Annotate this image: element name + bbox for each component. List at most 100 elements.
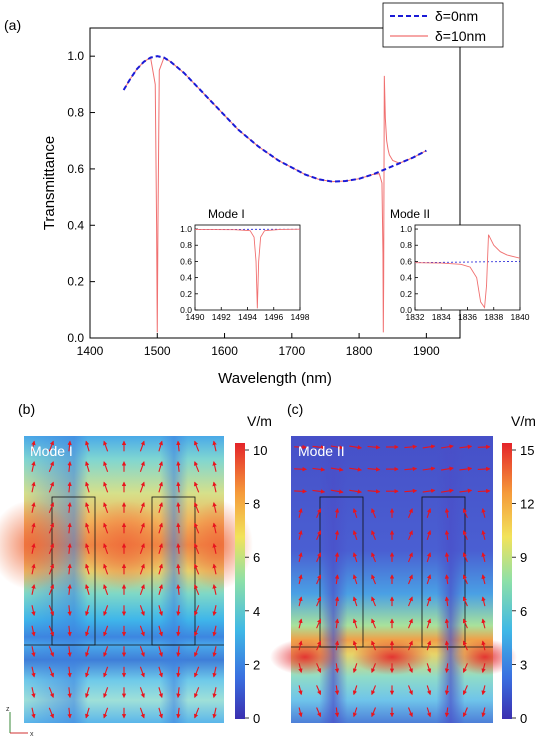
- field-arrow: [334, 530, 340, 540]
- field-arrow: [103, 563, 109, 575]
- field-arrow: [212, 522, 217, 534]
- field-arrow: [477, 466, 491, 472]
- field-arrow: [158, 646, 163, 658]
- inset-series: [195, 228, 300, 309]
- field-arrow: [334, 640, 340, 651]
- field-arrow: [298, 530, 303, 540]
- field-arrow: [481, 640, 486, 651]
- field-arrow: [316, 707, 322, 718]
- inset-frame: [194, 224, 301, 311]
- y-axis-ticks: 0.0 0.2 0.4 0.6 0.8 1.0: [67, 49, 95, 345]
- field-arrow: [330, 445, 344, 450]
- field-arrow: [444, 552, 450, 562]
- field-arrow: [371, 530, 377, 541]
- field-arrow: [158, 563, 163, 575]
- field-arrow: [194, 481, 200, 493]
- field-arrow: [367, 445, 381, 450]
- field-arrow: [334, 685, 340, 696]
- inset-frame: [414, 224, 521, 311]
- field-arrow: [441, 466, 454, 471]
- field-arrow: [349, 489, 363, 494]
- field-arrow: [194, 461, 200, 473]
- field-arrow: [85, 666, 90, 678]
- field-arrow: [462, 530, 468, 541]
- field-arrow: [459, 488, 473, 494]
- field-arrow: [67, 646, 72, 658]
- field-arrow: [139, 666, 145, 678]
- inset-x-tick-label: 1490: [186, 312, 205, 322]
- field-arrow: [371, 618, 377, 629]
- field-arrow: [139, 440, 145, 452]
- y-tick-label: 0.8: [67, 106, 84, 120]
- inset-x-tick-label: 1840: [511, 312, 530, 322]
- field-arrow: [444, 530, 450, 540]
- field-arrow: [212, 481, 217, 493]
- colorbar-tick-label: 3: [520, 657, 527, 672]
- field-arrow: [31, 440, 36, 452]
- field-arrow: [462, 618, 468, 629]
- field-arrow: [48, 687, 54, 698]
- field-arrow: [444, 596, 450, 607]
- field-arrow: [103, 646, 109, 657]
- field-arrow: [407, 640, 413, 651]
- inset-curve: [415, 234, 520, 309]
- field-arrow: [352, 618, 358, 629]
- field-arrow: [407, 663, 413, 673]
- field-arrow: [85, 563, 90, 575]
- field-arrow: [194, 522, 200, 534]
- field-arrow: [176, 646, 181, 658]
- field-arrow: [316, 618, 322, 629]
- field-arrow: [407, 685, 413, 696]
- field-arrow: [334, 508, 340, 518]
- field-arrow: [176, 502, 181, 513]
- field-arrow: [67, 543, 72, 554]
- field-arrow: [85, 461, 90, 472]
- inset-x-tick-label: 1498: [291, 312, 310, 322]
- field-arrow: [334, 574, 340, 585]
- field-arrow: [462, 596, 468, 607]
- field-arrow: [212, 543, 217, 554]
- field-arrow: [298, 663, 303, 674]
- field-arrow: [371, 574, 377, 585]
- inset-x-tick-label: 1834: [432, 312, 451, 322]
- field-arrow: [212, 502, 217, 513]
- field-arrow: [477, 488, 491, 494]
- field-arrow: [48, 461, 54, 473]
- inset-y-tick-label: 0.4: [180, 273, 192, 283]
- y-tick-label: 0.0: [67, 331, 84, 345]
- field-arrow: [426, 640, 432, 651]
- field-arrow: [194, 502, 200, 514]
- transmittance-chart: (a) 1400 1500 1600 1700 1800 1900 0.00.20.40.…: [4, 2, 530, 387]
- field-arrow: [158, 461, 163, 472]
- colorbar-ticks: 0 3 6 9 12 15: [512, 443, 534, 726]
- colorbar-tick-label: 0: [253, 711, 260, 726]
- field-arrow: [158, 605, 163, 617]
- legend-entry-0: δ=0nm: [435, 8, 478, 24]
- field-arrow: [212, 625, 217, 637]
- field-arrow: [176, 687, 181, 699]
- colorbar-unit: V/m: [511, 413, 536, 429]
- field-arrow: [426, 685, 432, 696]
- field-arrow: [298, 574, 303, 585]
- field-arrow: [48, 502, 54, 514]
- field-arrow: [298, 685, 303, 696]
- field-arrow: [426, 596, 432, 607]
- field-arrow: [298, 640, 303, 651]
- inset-y-tick-label: 0.4: [400, 273, 412, 283]
- inset-x-tick-label: 1494: [238, 312, 257, 322]
- legend-box: [382, 2, 504, 48]
- field-arrow: [212, 646, 217, 658]
- field-arrow: [48, 584, 54, 596]
- field-arrow: [85, 522, 90, 534]
- field-arrow: [67, 481, 72, 493]
- colorbar: [235, 443, 245, 719]
- field-arrow: [481, 596, 486, 607]
- field-arrows: [31, 440, 217, 719]
- field-arrow: [103, 461, 109, 472]
- field-arrow: [352, 574, 358, 585]
- axis-triad-x-label: x: [30, 731, 34, 738]
- inset-y-tick-label: 0.0: [180, 305, 192, 315]
- field-arrow: [481, 685, 486, 696]
- field-arrow: [298, 707, 303, 718]
- field-arrow: [352, 640, 358, 651]
